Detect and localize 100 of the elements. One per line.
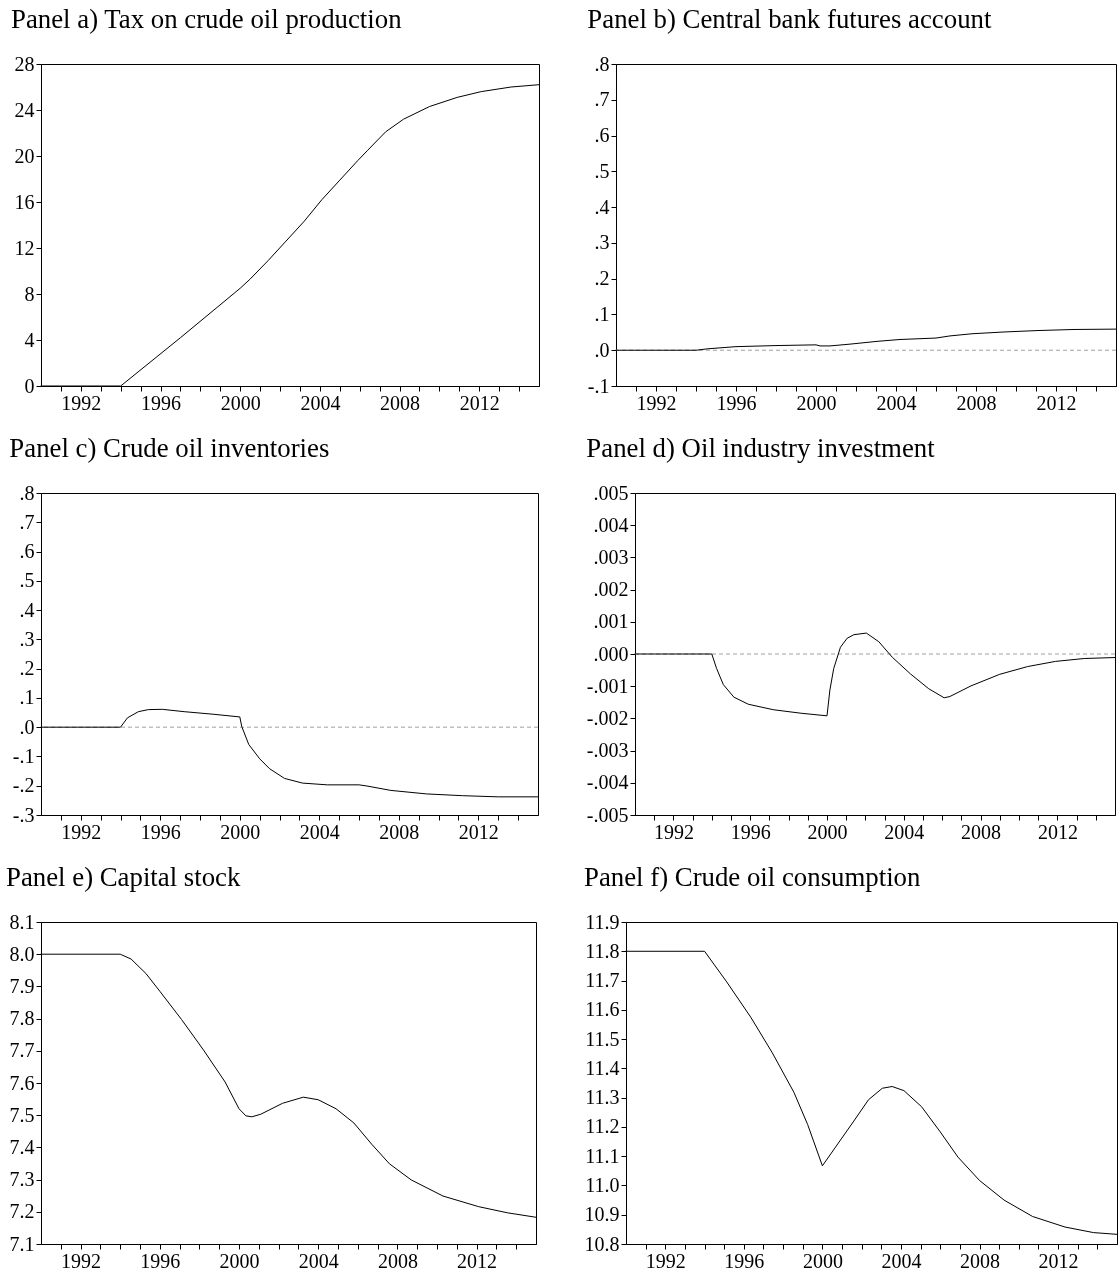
y-tick-label: 11.5 [585,1027,620,1050]
x-tick-label: 1996 [716,391,757,414]
y-tick-label: .004 [593,513,629,536]
y-tick-label: 7.5 [9,1103,35,1126]
y-tick-label: 11.6 [585,998,620,1021]
y-tick-label: -.2 [12,774,35,797]
y-tick-label: -.1 [587,374,610,397]
y-tick-label: .6 [594,124,610,147]
x-tick-label: 1992 [61,820,102,843]
y-tick-label: -.002 [586,706,629,729]
y-tick-label: 7.3 [9,1168,35,1191]
y-tick-label: -.1 [12,744,35,767]
x-tick-label: 2012 [1038,1249,1079,1271]
y-tick-label: .4 [19,598,35,621]
y-tick-label: -.004 [586,771,629,794]
y-tick-label: .7 [594,88,610,111]
y-tick-label: 4 [24,328,35,351]
x-tick-label: 1992 [61,391,102,414]
chart-title: Panel a) Tax on crude oil production [11,4,402,35]
y-tick-label: .1 [594,302,610,325]
y-tick-label: .001 [593,610,629,633]
x-tick-label: 2000 [219,1249,260,1271]
x-tick-label: 2012 [457,1249,498,1271]
x-tick-label: 2000 [796,391,837,414]
x-tick-label: 2008 [961,820,1002,843]
y-tick-label: 28 [14,52,35,75]
y-tick-label: 11.2 [585,1115,620,1138]
y-tick-label: -.001 [586,674,629,697]
x-tick-label: 2012 [458,820,499,843]
y-tick-label: .2 [594,267,610,290]
y-tick-label: 8.1 [9,910,35,933]
y-tick-label: 16 [14,190,35,213]
y-tick-label: 7.1 [9,1232,35,1255]
x-tick-label: 2000 [220,391,261,414]
y-tick-label: 11.1 [585,1144,620,1167]
x-tick-label: 1992 [645,1249,686,1271]
x-tick-label: 2012 [1036,391,1077,414]
x-tick-label: 2008 [379,820,420,843]
x-tick-label: 2012 [459,391,500,414]
y-tick-label: .7 [19,510,35,533]
chart-title: Panel c) Crude oil inventories [9,433,330,464]
y-tick-label: 8 [24,282,35,305]
x-tick-label: 2008 [377,1249,418,1271]
x-tick-label: 1996 [141,391,182,414]
x-tick-label: 1996 [730,820,771,843]
x-tick-label: 2004 [300,391,341,414]
y-tick-label: .8 [594,52,610,75]
x-tick-label: 1992 [61,1249,102,1271]
y-tick-label: 11.7 [585,969,620,992]
x-tick-label: 2000 [220,820,261,843]
y-tick-label: .0 [19,715,35,738]
y-tick-label: 11.9 [585,910,620,933]
y-tick-label: 10.8 [584,1232,620,1255]
y-tick-label: .000 [593,642,629,665]
y-tick-label: 12 [14,236,35,259]
x-tick-label: 2004 [299,820,340,843]
y-tick-label: 7.2 [9,1200,35,1223]
x-tick-label: 1996 [140,820,181,843]
y-tick-label: .1 [19,686,35,709]
y-tick-label: 11.8 [585,939,620,962]
y-tick-label: .3 [594,231,610,254]
x-tick-label: 2004 [884,820,925,843]
y-tick-label: .0 [594,338,610,361]
x-tick-label: 2008 [960,1249,1001,1271]
x-tick-label: 2004 [881,1249,922,1271]
y-tick-label: .6 [19,540,35,563]
y-tick-label: 7.4 [9,1135,35,1158]
y-tick-label: -.003 [586,739,629,762]
y-tick-label: .5 [19,569,35,592]
y-tick-label: .3 [19,627,35,650]
y-tick-label: 7.6 [9,1071,35,1094]
y-tick-label: .8 [19,481,35,504]
x-tick-label: 1992 [653,820,694,843]
y-tick-label: -.3 [12,803,35,826]
y-tick-label: .4 [594,195,610,218]
x-tick-label: 2000 [807,820,848,843]
y-tick-label: 0 [24,374,35,397]
x-tick-label: 2004 [298,1249,339,1271]
y-tick-label: 7.9 [9,974,35,997]
y-tick-label: 7.8 [9,1007,35,1030]
y-tick-label: .002 [593,578,629,601]
y-tick-label: .005 [593,481,629,504]
x-tick-label: 2008 [956,391,997,414]
y-tick-label: 7.7 [9,1039,35,1062]
y-tick-label: 11.0 [585,1173,620,1196]
y-tick-label: 11.4 [585,1056,620,1079]
chart-title: Panel b) Central bank futures account [587,4,992,35]
y-tick-label: .5 [594,159,610,182]
y-tick-label: 8.0 [9,942,35,965]
chart-title: Panel e) Capital stock [6,862,242,893]
y-tick-label: 20 [14,144,35,167]
y-tick-label: -.005 [586,803,629,826]
chart-title: Panel f) Crude oil consumption [584,862,921,893]
x-tick-label: 1996 [140,1249,181,1271]
x-tick-label: 2000 [802,1249,843,1271]
x-tick-label: 2008 [380,391,421,414]
y-tick-label: 11.3 [585,1086,620,1109]
x-tick-label: 1996 [724,1249,765,1271]
x-tick-label: 2004 [876,391,917,414]
x-tick-label: 1992 [636,391,677,414]
